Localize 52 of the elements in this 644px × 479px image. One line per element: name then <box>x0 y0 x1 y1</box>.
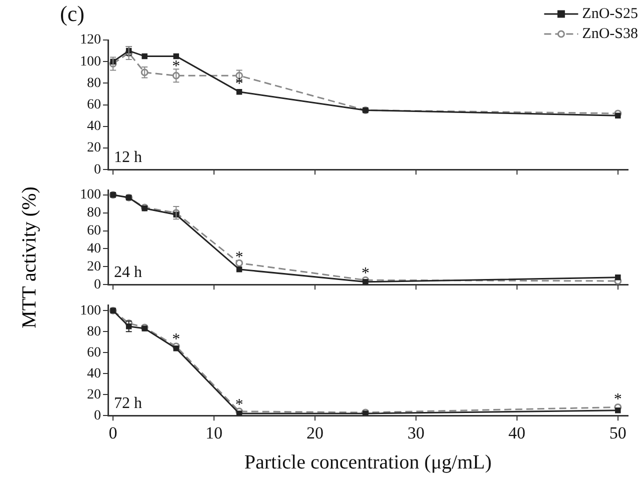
point <box>236 259 244 267</box>
y-tick-label: 60 <box>87 345 101 360</box>
y-axis-title: MTT activity (%) <box>18 186 42 328</box>
annotation: * <box>235 75 244 92</box>
point <box>362 279 368 285</box>
point <box>110 58 116 64</box>
annotation: 24 h <box>114 264 142 281</box>
annotation: * <box>235 396 244 414</box>
y-tick-label: 40 <box>87 241 101 256</box>
legend-label: ZnO-S25 <box>582 6 638 22</box>
y-tick-label: 80 <box>87 76 101 91</box>
x-tick-label: 30 <box>407 423 424 442</box>
y-tick-label: 80 <box>87 206 101 220</box>
y-tick-label: 100 <box>80 303 101 318</box>
x-tick-label: 20 <box>306 423 324 442</box>
y-tick-label: 40 <box>87 119 101 134</box>
annotation: 72 h <box>114 394 142 412</box>
y-tick-label: 80 <box>87 324 101 340</box>
y-tick-label: 100 <box>80 54 101 70</box>
point <box>615 274 621 280</box>
annotation: 12 h <box>114 148 142 166</box>
y-tick-label: 0 <box>94 408 101 424</box>
point <box>173 53 180 60</box>
point <box>236 266 242 272</box>
annotation: * <box>172 331 180 348</box>
x-axis-title: Particle concentration (μg/mL) <box>244 451 492 474</box>
x-tick-label: 0 <box>108 423 118 442</box>
point <box>236 410 242 416</box>
x-tick-label: 50 <box>609 423 626 442</box>
y-tick-label: 0 <box>94 162 101 178</box>
annotation: * <box>614 391 622 408</box>
point <box>236 88 242 95</box>
y-tick-label: 20 <box>87 140 101 156</box>
point <box>615 112 621 118</box>
x-tick-label: 10 <box>206 423 223 442</box>
x-tick-label: 40 <box>508 423 526 442</box>
point <box>142 53 148 60</box>
legend-label: ZnO-S38 <box>582 26 638 42</box>
y-tick-label: 20 <box>87 387 101 402</box>
y-tick-label: 20 <box>87 259 101 274</box>
y-tick-label: 60 <box>87 97 101 112</box>
y-tick-label: 100 <box>80 188 101 203</box>
annotation: * <box>235 248 244 266</box>
annotation: * <box>361 265 370 282</box>
y-tick-label: 0 <box>94 277 101 292</box>
chart-title: (c) <box>60 0 84 26</box>
annotation: * <box>172 58 180 76</box>
y-tick-label: 60 <box>87 223 101 238</box>
point <box>173 346 180 352</box>
point <box>615 407 621 414</box>
y-tick-label: 40 <box>87 366 101 382</box>
y-tick-label: 120 <box>80 32 101 48</box>
